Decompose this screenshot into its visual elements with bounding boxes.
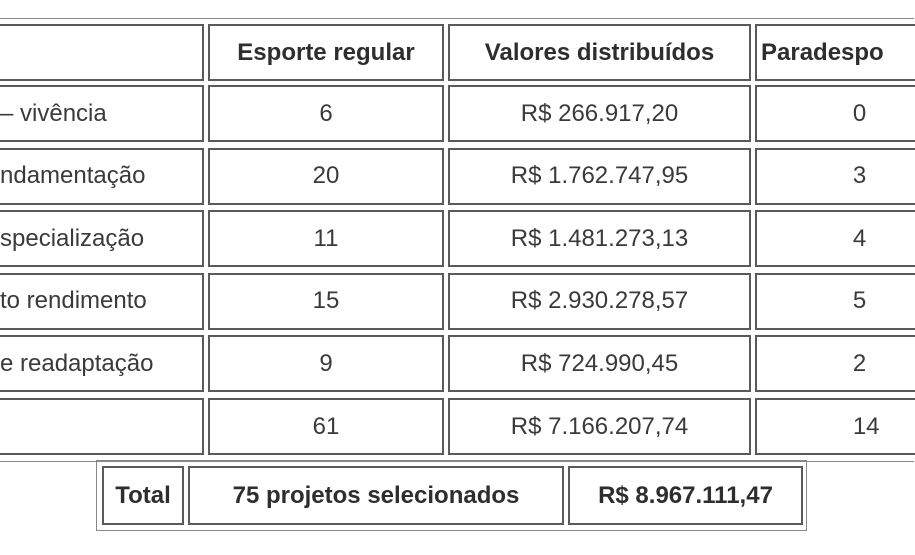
total-projects-cell: 75 projetos selecionados [188,466,564,525]
table-cell-category: e readaptação [0,335,204,393]
table-cell-value: 11 [313,224,339,252]
table-cell-value: specialização [0,224,145,252]
table-cell-value: R$ 724.990,45 [520,349,679,377]
table-cell-esporte-regular: 11 [208,210,444,268]
table-cell-value: 14 [852,412,880,440]
results-table [0,18,914,462]
table-cell-value: 2 [852,349,867,377]
table-cell-paradesporto: 0 [755,85,915,142]
table-cell-valores: R$ 1.762.747,95 [448,147,751,205]
table-cell-category: – vivência [0,85,204,142]
header-esporte-regular: Esporte regular [208,24,444,81]
header-category [0,24,204,81]
table-cell-esporte-regular: 6 [208,85,444,142]
table-cell-category [0,398,204,455]
table-cell-category: specialização [0,210,204,268]
table-cell-paradesporto: 5 [755,272,915,330]
table-cell-esporte-regular: 20 [208,147,444,205]
table-cell-paradesporto: 2 [755,335,915,393]
table-cell-valores: R$ 266.917,20 [448,85,751,142]
table-cell-value: 61 [312,412,340,440]
table-cell-valores: R$ 724.990,45 [448,335,751,393]
table-cell-value: – vivência [0,99,107,127]
total-projects: 75 projetos selecionados [232,481,520,509]
table-cell-value: ndamentação [0,162,146,190]
table-cell-esporte-regular: 9 [208,335,444,393]
header-valores: Valores distribuídos [448,24,751,81]
table-cell-value: R$ 1.762.747,95 [510,162,689,190]
table-cell-value: to rendimento [0,287,147,315]
table-cell-value: 9 [319,349,333,377]
table-cell-value: R$ 7.166.207,74 [510,412,689,440]
table-cell-valores: R$ 1.481.273,13 [448,210,751,268]
table-cell-category: ndamentação [0,147,204,205]
table-cell-value: 4 [852,224,867,252]
table-cell-value: R$ 266.917,20 [520,99,679,127]
total-table [96,460,807,531]
table-cell-value: 0 [852,99,867,127]
table-cell-value: e readaptação [0,349,154,377]
table-cell-paradesporto: 4 [755,210,915,268]
table-cell-esporte-regular: 61 [208,398,444,455]
table-cell-valores: R$ 7.166.207,74 [448,398,751,455]
table-cell-paradesporto: 14 [755,398,915,455]
total-label: Total [115,481,171,509]
table-cell-value: 6 [319,99,333,127]
table-cell-value: 20 [312,162,340,190]
table-cell-paradesporto: 3 [755,147,915,205]
table-cell-value: R$ 1.481.273,13 [510,224,689,252]
total-label-cell: Total [102,466,184,525]
table-cell-value: 3 [852,162,867,190]
header-valores-label: Valores distribuídos [484,38,715,66]
table-cell-value: 15 [312,287,340,315]
header-esporte-regular-label: Esporte regular [237,38,415,66]
total-amount-cell: R$ 8.967.111,47 [568,466,803,525]
table-cell-value: 5 [852,287,867,315]
header-paradesporto-label: Paradespo [761,38,884,66]
table-cell-valores: R$ 2.930.278,57 [448,272,751,330]
table-cell-esporte-regular: 15 [208,272,444,330]
table-cell-category: to rendimento [0,272,204,330]
header-paradesporto: Paradespo [755,24,915,81]
total-amount: R$ 8.967.111,47 [598,481,773,509]
table-cell-value: R$ 2.930.278,57 [510,287,689,315]
